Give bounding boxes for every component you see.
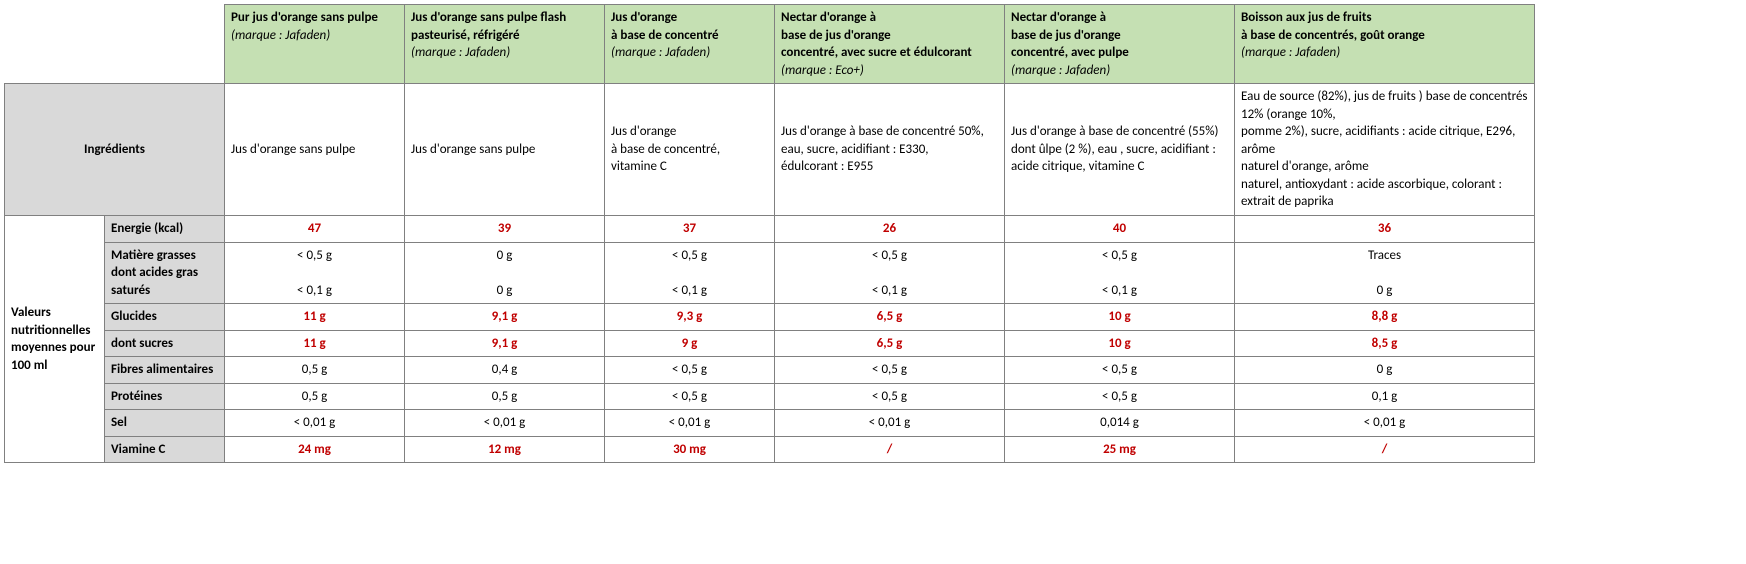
val-prot-ines-4: < 0,5 g bbox=[1005, 383, 1235, 410]
product-brand: (marque : Jafaden) bbox=[411, 45, 510, 60]
row-label-fibres-alimentaires: Fibres alimentaires bbox=[105, 357, 225, 384]
val-prot-ines-0: 0,5 g bbox=[225, 383, 405, 410]
row-sel: Sel< 0,01 g< 0,01 g< 0,01 g< 0,01 g0,014… bbox=[5, 410, 1535, 437]
val-fat-4: < 0,5 g< 0,1 g bbox=[1005, 242, 1235, 304]
val-glucides-0: 11 g bbox=[225, 304, 405, 331]
row-viamine-c: Viamine C24 mg12 mg30 mg/25 mg/ bbox=[5, 436, 1535, 463]
product-brand: (marque : Jafaden) bbox=[1241, 45, 1340, 60]
val-energie-1: 39 bbox=[405, 216, 605, 243]
row-label-prot-ines: Protéines bbox=[105, 383, 225, 410]
val-fat-2: < 0,5 g< 0,1 g bbox=[605, 242, 775, 304]
ingredients-cell-1: Jus d'orange sans pulpe bbox=[405, 84, 605, 216]
row-label-dont-sucres: dont sucres bbox=[105, 330, 225, 357]
val-fibres-alimentaires-5: 0 g bbox=[1235, 357, 1535, 384]
row-glucides: Glucides11 g9,1 g9,3 g6,5 g10 g8,8 g bbox=[5, 304, 1535, 331]
product-brand: (marque : Jafaden) bbox=[1011, 63, 1110, 78]
row-label-sel: Sel bbox=[105, 410, 225, 437]
row-prot-ines: Protéines0,5 g0,5 g< 0,5 g< 0,5 g< 0,5 g… bbox=[5, 383, 1535, 410]
row-label-fat: Matière grasses dont acides gras saturés bbox=[105, 242, 225, 304]
val-glucides-2: 9,3 g bbox=[605, 304, 775, 331]
val-dont-sucres-2: 9 g bbox=[605, 330, 775, 357]
ingredients-cell-2: Jus d'orangeà base de concentré, vitamin… bbox=[605, 84, 775, 216]
product-brand: (marque : Eco+) bbox=[781, 63, 864, 78]
val-dont-sucres-0: 11 g bbox=[225, 330, 405, 357]
header-row: Pur jus d'orange sans pulpe (marque : Jaf… bbox=[5, 5, 1535, 84]
val-glucides-5: 8,8 g bbox=[1235, 304, 1535, 331]
val-sel-0: < 0,01 g bbox=[225, 410, 405, 437]
val-fibres-alimentaires-2: < 0,5 g bbox=[605, 357, 775, 384]
val-fibres-alimentaires-4: < 0,5 g bbox=[1005, 357, 1235, 384]
val-dont-sucres-1: 9,1 g bbox=[405, 330, 605, 357]
val-fibres-alimentaires-0: 0,5 g bbox=[225, 357, 405, 384]
val-prot-ines-3: < 0,5 g bbox=[775, 383, 1005, 410]
ingredients-cell-5: Eau de source (82%), jus de fruits ) bas… bbox=[1235, 84, 1535, 216]
val-sel-3: < 0,01 g bbox=[775, 410, 1005, 437]
val-sel-1: < 0,01 g bbox=[405, 410, 605, 437]
product-brand: (marque : Jafaden) bbox=[231, 28, 330, 43]
row-label-energie: Energie (kcal) bbox=[105, 216, 225, 243]
val-fibres-alimentaires-1: 0,4 g bbox=[405, 357, 605, 384]
product-header-2: Jus d'orangeà base de concentré (marque :… bbox=[605, 5, 775, 84]
val-energie-2: 37 bbox=[605, 216, 775, 243]
val-viamine-c-5: / bbox=[1235, 436, 1535, 463]
val-energie-4: 40 bbox=[1005, 216, 1235, 243]
val-prot-ines-5: 0,1 g bbox=[1235, 383, 1535, 410]
product-header-4: Nectar d'orange àbase de jus d'orangecon… bbox=[1005, 5, 1235, 84]
val-glucides-1: 9,1 g bbox=[405, 304, 605, 331]
val-sel-4: 0,014 g bbox=[1005, 410, 1235, 437]
val-energie-5: 36 bbox=[1235, 216, 1535, 243]
product-title: Nectar d'orange àbase de jus d'orangecon… bbox=[781, 10, 972, 60]
ingredients-cell-0: Jus d'orange sans pulpe bbox=[225, 84, 405, 216]
val-sel-5: < 0,01 g bbox=[1235, 410, 1535, 437]
val-viamine-c-2: 30 mg bbox=[605, 436, 775, 463]
val-viamine-c-3: / bbox=[775, 436, 1005, 463]
ingredients-cell-3: Jus d'orange à base de concentré 50%, ea… bbox=[775, 84, 1005, 216]
val-prot-ines-1: 0,5 g bbox=[405, 383, 605, 410]
val-glucides-3: 6,5 g bbox=[775, 304, 1005, 331]
val-fat-1: 0 g0 g bbox=[405, 242, 605, 304]
row-fibres-alimentaires: Fibres alimentaires0,5 g0,4 g< 0,5 g< 0,… bbox=[5, 357, 1535, 384]
product-title: Boisson aux jus de fruitsà base de conce… bbox=[1241, 10, 1425, 43]
product-header-5: Boisson aux jus de fruitsà base de conce… bbox=[1235, 5, 1535, 84]
product-header-1: Jus d'orange sans pulpe flash pasteurisé… bbox=[405, 5, 605, 84]
product-header-3: Nectar d'orange àbase de jus d'orangecon… bbox=[775, 5, 1005, 84]
row-fat: Matière grasses dont acides gras saturés… bbox=[5, 242, 1535, 304]
product-header-0: Pur jus d'orange sans pulpe (marque : Jaf… bbox=[225, 5, 405, 84]
empty-corner bbox=[5, 5, 225, 84]
val-glucides-4: 10 g bbox=[1005, 304, 1235, 331]
val-fat-5: Traces0 g bbox=[1235, 242, 1535, 304]
val-viamine-c-4: 25 mg bbox=[1005, 436, 1235, 463]
val-fibres-alimentaires-3: < 0,5 g bbox=[775, 357, 1005, 384]
val-viamine-c-0: 24 mg bbox=[225, 436, 405, 463]
product-title: Jus d'orange sans pulpe flash pasteurisé… bbox=[411, 10, 566, 43]
product-title: Nectar d'orange àbase de jus d'orangecon… bbox=[1011, 10, 1129, 60]
row-label-viamine-c: Viamine C bbox=[105, 436, 225, 463]
val-dont-sucres-3: 6,5 g bbox=[775, 330, 1005, 357]
val-fat-0: < 0,5 g< 0,1 g bbox=[225, 242, 405, 304]
val-dont-sucres-5: 8,5 g bbox=[1235, 330, 1535, 357]
row-dont-sucres: dont sucres11 g9,1 g9 g6,5 g10 g8,5 g bbox=[5, 330, 1535, 357]
val-viamine-c-1: 12 mg bbox=[405, 436, 605, 463]
product-brand: (marque : Jafaden) bbox=[611, 45, 710, 60]
product-title: Jus d'orangeà base de concentré bbox=[611, 10, 719, 43]
val-energie-0: 47 bbox=[225, 216, 405, 243]
ingredients-row: IngrédientsJus d'orange sans pulpeJus d'… bbox=[5, 84, 1535, 216]
nutrition-table: Pur jus d'orange sans pulpe (marque : Jaf… bbox=[4, 4, 1535, 463]
product-title: Pur jus d'orange sans pulpe bbox=[231, 10, 378, 25]
row-label-glucides: Glucides bbox=[105, 304, 225, 331]
ingredients-label: Ingrédients bbox=[5, 84, 225, 216]
val-dont-sucres-4: 10 g bbox=[1005, 330, 1235, 357]
val-fat-3: < 0,5 g< 0,1 g bbox=[775, 242, 1005, 304]
val-prot-ines-2: < 0,5 g bbox=[605, 383, 775, 410]
ingredients-cell-4: Jus d'orange à base de concentré (55%) d… bbox=[1005, 84, 1235, 216]
val-sel-2: < 0,01 g bbox=[605, 410, 775, 437]
row-energie: Valeurs nutritionnelles moyennes pour 10… bbox=[5, 216, 1535, 243]
side-label: Valeurs nutritionnelles moyennes pour 10… bbox=[5, 216, 105, 463]
val-energie-3: 26 bbox=[775, 216, 1005, 243]
